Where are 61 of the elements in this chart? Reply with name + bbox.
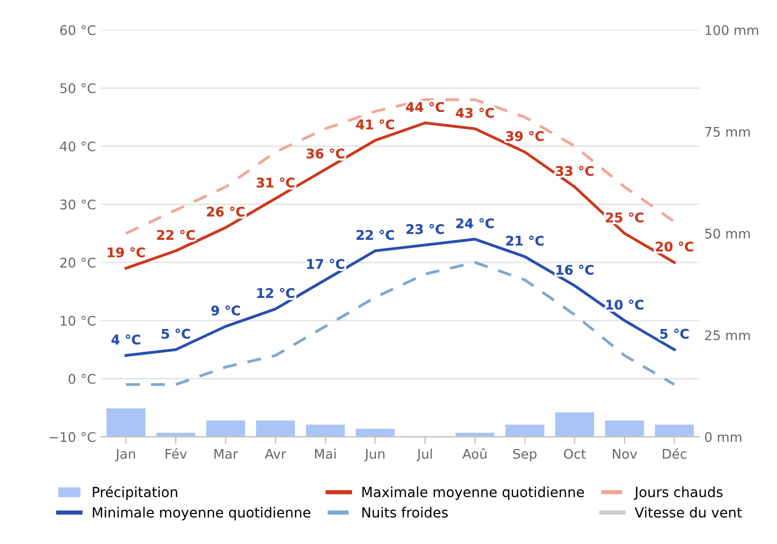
data-label: 31 °C [256, 178, 294, 188]
legend-label: Nuits froides [362, 506, 448, 518]
data-label: 5 °C [162, 328, 190, 339]
data-label: 23 °C [406, 224, 444, 234]
x-tick-label: Jan [115, 449, 135, 462]
data-label: 22 °C [356, 230, 394, 240]
bar [505, 424, 544, 437]
x-tick-label: Aoû [462, 448, 486, 459]
bar [206, 420, 246, 437]
data-label: 19 °C [108, 247, 145, 258]
data-label: 9 °C [211, 305, 240, 316]
y-tick-label: 20 °C [60, 258, 96, 268]
data-label: 21 °C [506, 236, 544, 246]
y2-tick-label: 100 mm [706, 25, 758, 36]
data-label: 26 °C [207, 206, 244, 217]
y2-tick-label: 75 mm [705, 127, 750, 137]
y-tick-label: 50 °C [60, 83, 96, 94]
bar [306, 424, 345, 437]
data-label: 43 °C [456, 108, 494, 118]
x-tick-label: Jun [364, 449, 384, 462]
data-label: 16 °C [556, 264, 594, 275]
data-label: 4 °C [112, 334, 140, 345]
data-label: 20 °C [656, 241, 694, 252]
data-label: 12 °C [257, 288, 294, 298]
data-label: 5 °C [660, 328, 689, 339]
legend-label: Maximale moyenne quotidienne [362, 486, 584, 500]
data-label: 39 °C [506, 131, 544, 142]
y-tick-label: 0 °C [68, 374, 96, 384]
data-label: 22 °C [157, 230, 195, 240]
x-tick-label: Mar [214, 449, 238, 459]
x-tick-label: Nov [612, 449, 637, 459]
data-label: 24 °C [456, 218, 494, 228]
data-label: 17 °C [307, 258, 344, 269]
bar [555, 412, 594, 437]
y-tick-label: 40 °C [60, 141, 96, 152]
y2-tick-label: 0 mm [705, 432, 742, 442]
y2-tick-label: 50 mm [705, 228, 750, 239]
y-tick-label: 30 °C [60, 200, 96, 210]
data-label: 41 °C [356, 119, 394, 130]
bar [106, 408, 146, 437]
x-tick-label: Sep [513, 448, 537, 462]
x-tick-label: Déc [662, 448, 686, 459]
bar [654, 424, 694, 437]
y-tick-label: −10 °C [50, 432, 96, 442]
data-label: 36 °C [306, 148, 344, 159]
legend-label: Jours chauds [634, 486, 722, 500]
legend-label: Précipitation [92, 486, 178, 500]
data-label: 44 °C [406, 102, 444, 112]
x-tick-label: Avr [264, 449, 286, 459]
y-tick-label: 60 °C [60, 25, 96, 36]
bar [356, 428, 395, 437]
x-tick-label: Fév [166, 448, 187, 459]
y-tick-label: 10 °C [60, 316, 96, 326]
x-tick-label: Mai [315, 448, 336, 459]
bar [605, 420, 644, 437]
legend-label: Vitesse du vent [634, 506, 742, 518]
bar [256, 420, 295, 437]
legend-label: Minimale moyenne quotidienne [92, 506, 310, 520]
x-tick-label: Oct [564, 448, 586, 459]
y2-tick-label: 25 mm [705, 330, 750, 340]
x-tick-label: Jul [416, 448, 432, 462]
